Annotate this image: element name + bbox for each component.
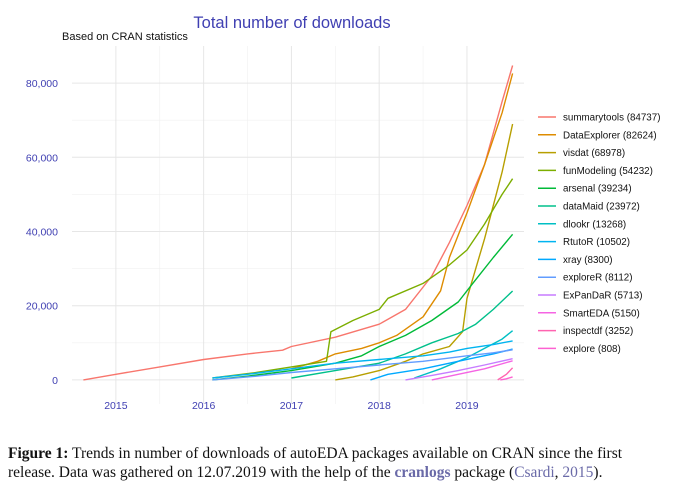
series-line	[212, 340, 513, 379]
legend-label: inspectdf (3252)	[563, 326, 633, 337]
legend: summarytools (84737) DataExplorer (82624)…	[538, 113, 660, 355]
legend-label: explore (808)	[563, 344, 621, 355]
series-line	[212, 178, 514, 379]
legend-label: summarytools (84737)	[563, 113, 660, 124]
series-line	[212, 349, 513, 381]
x-tick-label: 2018	[368, 400, 392, 412]
legend-label: visdat (68978)	[563, 148, 625, 159]
caption-text-3: ).	[593, 464, 603, 481]
series-line	[83, 65, 514, 381]
caption-text: Trends in number of downloads of autoEDA…	[8, 445, 623, 481]
legend-label: funModeling (54232)	[563, 166, 653, 177]
legend-label: dlookr (13268)	[563, 219, 626, 230]
legend-label: ExPanDaR (5713)	[563, 291, 643, 302]
series-lines	[83, 65, 514, 381]
plot-panel	[72, 46, 524, 404]
caption-text-2: package (	[454, 464, 515, 481]
legend-label: exploreR (8112)	[563, 273, 633, 284]
series-line	[370, 348, 513, 381]
caption-citation-year[interactable]: 2015	[562, 464, 594, 481]
y-tick-label: 60,000	[26, 152, 58, 164]
caption-package-link[interactable]: cranlogs	[394, 464, 451, 481]
y-axis-ticks: 0 20,000 40,000 60,000 80,000	[26, 78, 58, 387]
chart-subtitle: Based on CRAN statistics	[62, 31, 188, 43]
series-line	[291, 73, 514, 370]
figure-caption: Figure 1: Trends in number of downloads …	[8, 444, 668, 482]
legend-label: dataMaid (23972)	[563, 202, 640, 213]
series-line	[500, 376, 513, 381]
x-tick-label: 2019	[455, 400, 479, 412]
caption-citation-separator: ,	[554, 464, 563, 481]
x-tick-label: 2015	[104, 400, 128, 412]
chart-title: Total number of downloads	[193, 14, 390, 32]
series-line	[212, 233, 514, 381]
legend-label: RtutoR (10502)	[563, 237, 630, 248]
legend-label: SmartEDA (5150)	[563, 308, 640, 319]
caption-label: Figure 1:	[8, 445, 69, 462]
series-line	[414, 330, 514, 379]
series-line	[335, 123, 514, 381]
x-axis-ticks: 2015 2016 2017 2018 2019	[104, 400, 479, 412]
x-tick-label: 2016	[192, 400, 216, 412]
y-tick-label: 80,000	[26, 78, 58, 90]
series-line	[497, 367, 514, 381]
x-tick-label: 2017	[280, 400, 304, 412]
caption-citation-author[interactable]: Csardi	[514, 464, 555, 481]
legend-label: DataExplorer (82624)	[563, 130, 657, 141]
series-line	[405, 358, 513, 381]
series-line	[431, 360, 513, 381]
legend-label: xray (8300)	[563, 255, 613, 266]
y-tick-label: 40,000	[26, 226, 58, 238]
y-tick-label: 20,000	[26, 301, 58, 313]
grid	[72, 46, 524, 404]
legend-label: arsenal (39234)	[563, 184, 632, 195]
y-tick-label: 0	[52, 375, 58, 387]
